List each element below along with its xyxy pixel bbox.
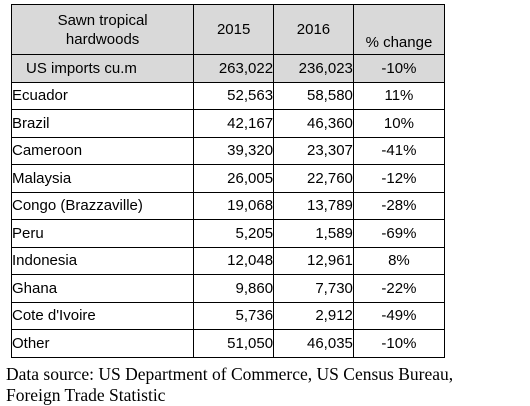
value-2016-cell: 13,789 (273, 191, 354, 220)
table-row: Peru 5,205 1,589 -69% (10, 219, 446, 248)
change-cell: 10% (352, 109, 446, 138)
header-label-line1: Sawn tropical (57, 11, 148, 29)
value-2015-cell: 5,736 (193, 301, 275, 330)
total-change-cell: -10% (352, 54, 446, 83)
table-row: Other 51,050 46,035 -10% (10, 329, 446, 358)
country-cell: Other (10, 329, 195, 358)
table-row: Brazil 42,167 46,360 10% (10, 109, 446, 138)
country-cell: Ghana (10, 274, 195, 303)
change-cell: 8% (352, 246, 446, 275)
value-2015-cell: 5,205 (193, 219, 275, 248)
value-2016-cell: 46,035 (273, 329, 354, 358)
data-source-note: Data source: US Department of Commerce, … (6, 364, 528, 406)
country-cell: Congo (Brazzaville) (10, 191, 195, 220)
country-cell: Malaysia (10, 164, 195, 193)
value-2016-cell: 23,307 (273, 136, 354, 165)
value-2015-cell: 42,167 (193, 109, 275, 138)
table-row: Malaysia 26,005 22,760 -12% (10, 164, 446, 193)
change-cell: -22% (352, 274, 446, 303)
table-row: Congo (Brazzaville) 19,068 13,789 -28% (10, 191, 446, 220)
data-source-line2: Foreign Trade Statistic (6, 384, 166, 405)
header-year-2016: 2016 (273, 4, 354, 55)
table-row: Ecuador 52,563 58,580 11% (10, 81, 446, 110)
header-label-line2: hardwoods (65, 30, 140, 48)
header-product-label: Sawn tropical hardwoods (10, 4, 195, 55)
change-cell: -69% (352, 219, 446, 248)
header-percent-change: % change (352, 4, 446, 55)
value-2015-cell: 9,860 (193, 274, 275, 303)
value-2016-cell: 7,730 (273, 274, 354, 303)
table-row: Cameroon 39,320 23,307 -41% (10, 136, 446, 165)
change-cell: 11% (352, 81, 446, 110)
value-2015-cell: 19,068 (193, 191, 275, 220)
change-cell: -10% (352, 329, 446, 358)
change-cell: -41% (352, 136, 446, 165)
value-2015-cell: 26,005 (193, 164, 275, 193)
value-2016-cell: 58,580 (273, 81, 354, 110)
table-row: Indonesia 12,048 12,961 8% (10, 246, 446, 275)
value-2016-cell: 1,589 (273, 219, 354, 248)
country-cell: Cote d'Ivoire (10, 301, 195, 330)
total-2016-cell: 236,023 (273, 54, 354, 83)
value-2016-cell: 22,760 (273, 164, 354, 193)
value-2015-cell: 39,320 (193, 136, 275, 165)
data-source-line1: Data source: US Department of Commerce, … (6, 363, 454, 384)
header-year-2015: 2015 (193, 4, 275, 55)
country-cell: Peru (10, 219, 195, 248)
value-2016-cell: 2,912 (273, 301, 354, 330)
country-cell: Indonesia (10, 246, 195, 275)
value-2015-cell: 12,048 (193, 246, 275, 275)
total-name-cell: US imports cu.m (10, 54, 195, 83)
table-row: Cote d'Ivoire 5,736 2,912 -49% (10, 301, 446, 330)
hardwood-imports-table: Sawn tropical hardwoods 2015 2016 % chan… (10, 4, 446, 358)
table-header-row: Sawn tropical hardwoods 2015 2016 % chan… (10, 4, 446, 55)
total-2015-cell: 263,022 (193, 54, 275, 83)
country-cell: Cameroon (10, 136, 195, 165)
country-cell: Ecuador (10, 81, 195, 110)
country-cell: Brazil (10, 109, 195, 138)
value-2015-cell: 51,050 (193, 329, 275, 358)
change-cell: -28% (352, 191, 446, 220)
value-2016-cell: 46,360 (273, 109, 354, 138)
table-row: Ghana 9,860 7,730 -22% (10, 274, 446, 303)
value-2016-cell: 12,961 (273, 246, 354, 275)
change-cell: -49% (352, 301, 446, 330)
hardwood-imports-figure: Sawn tropical hardwoods 2015 2016 % chan… (6, 4, 528, 406)
change-cell: -12% (352, 164, 446, 193)
total-row: US imports cu.m 263,022 236,023 -10% (10, 54, 446, 83)
value-2015-cell: 52,563 (193, 81, 275, 110)
